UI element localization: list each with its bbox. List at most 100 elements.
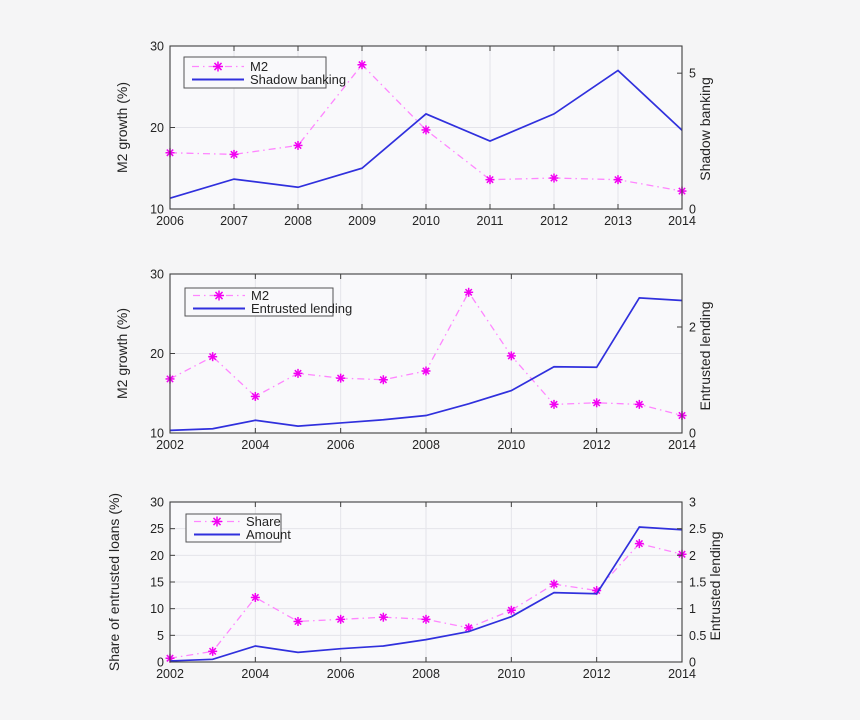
asterisk-marker — [506, 351, 516, 361]
y-right-tick-label: 0 — [689, 427, 696, 441]
asterisk-marker — [293, 140, 303, 150]
y-right-tick-label: 1.5 — [689, 576, 706, 590]
asterisk-marker — [378, 375, 388, 385]
asterisk-marker — [250, 592, 260, 602]
y-axis-label-left: M2 growth (%) — [114, 82, 130, 173]
y-right-tick-label: 0.5 — [689, 629, 706, 643]
asterisk-marker — [421, 614, 431, 624]
legend-box — [183, 56, 327, 89]
y-axis-label-right: Shadow banking — [697, 77, 713, 181]
entrusted-lending-line — [169, 296, 683, 432]
y-right-tick-label: 0 — [689, 203, 696, 217]
x-tick-label: 2013 — [604, 214, 632, 228]
y-right-tick-label: 5 — [689, 67, 696, 81]
y-right-tick-label: 2 — [689, 549, 696, 563]
asterisk-marker — [592, 398, 602, 408]
y-axis-label-left: M2 growth (%) — [114, 308, 130, 399]
asterisk-marker — [229, 149, 239, 159]
y-right-tick-label: 0 — [689, 656, 696, 670]
chart-panel-3: 2002 2004 2006 2008 2010 2012 2014051015202530… — [106, 493, 723, 681]
x-tick-label: 2012 — [583, 438, 611, 452]
legend-asterisk-marker — [212, 516, 222, 527]
x-tick-label: 2009 — [348, 214, 376, 228]
asterisk-marker — [250, 391, 260, 401]
x-tick-label: 2008 — [284, 214, 312, 228]
asterisk-marker — [464, 287, 474, 297]
axis-ticks: 2006 2007 2008 2009 2010 2011 2012 2013 2014 10 20… — [150, 40, 696, 229]
y-right-tick-label: 2.5 — [689, 522, 706, 536]
axis-ticks: 2002 2004 2006 2008 2010 2012 2014051015202530… — [150, 496, 706, 682]
asterisk-marker — [549, 173, 559, 183]
x-tick-label: 2012 — [540, 214, 568, 228]
y-left-tick-label: 10 — [150, 427, 164, 441]
x-tick-label: 2006 — [156, 214, 184, 228]
x-tick-label: 2010 — [497, 667, 525, 681]
legend-label-shadow-banking: Shadow banking — [250, 72, 346, 87]
x-tick-label: 2006 — [327, 667, 355, 681]
x-tick-label: 2010 — [497, 438, 525, 452]
x-tick-label: 2010 — [412, 214, 440, 228]
asterisk-marker — [634, 399, 644, 409]
legend-asterisk-marker — [214, 290, 224, 301]
asterisk-marker — [208, 352, 218, 362]
legend-label-m2: M2 — [251, 288, 269, 303]
x-tick-label: 2006 — [327, 438, 355, 452]
shadow-banking-line — [169, 69, 683, 199]
x-tick-label: 2004 — [241, 438, 269, 452]
y-right-tick-label: 2 — [689, 321, 696, 335]
m2-line — [169, 63, 683, 192]
y-left-tick-label: 10 — [150, 203, 164, 217]
chart-panel-1: 2006 2007 2008 2009 2010 2011 2012 2013 2014 10 20… — [114, 40, 713, 229]
legend-box — [184, 287, 334, 317]
chart-panel-2: 2002 2004 2006 2008 2010 2012 2014 10 20 30 0 2 M2 g… — [114, 268, 713, 453]
asterisk-marker — [506, 605, 516, 615]
y-left-tick-label: 30 — [150, 40, 164, 54]
asterisk-marker — [421, 366, 431, 376]
asterisk-marker — [293, 616, 303, 626]
x-tick-label: 2012 — [583, 667, 611, 681]
legend-asterisk-marker — [213, 61, 223, 72]
y-left-tick-label: 20 — [150, 121, 164, 135]
y-left-tick-label: 15 — [150, 576, 164, 590]
y-left-tick-label: 5 — [157, 629, 164, 643]
y-left-tick-label: 20 — [150, 347, 164, 361]
y-axis-label-right: Entrusted lending — [697, 302, 713, 411]
legend-label-amount: Amount — [246, 527, 291, 542]
y-left-tick-label: 30 — [150, 496, 164, 510]
legend-box — [185, 513, 282, 543]
asterisk-marker — [357, 60, 367, 70]
y-right-tick-label: 3 — [689, 496, 696, 510]
legend-label-m2: M2 — [250, 59, 268, 74]
x-tick-label: 2004 — [241, 667, 269, 681]
x-tick-label: 2008 — [412, 667, 440, 681]
asterisk-marker — [549, 579, 559, 589]
x-tick-label: 2014 — [668, 667, 696, 681]
asterisk-marker — [549, 399, 559, 409]
asterisk-marker — [421, 125, 431, 135]
asterisk-marker — [336, 614, 346, 624]
asterisk-marker — [485, 175, 495, 185]
y-left-tick-label: 10 — [150, 602, 164, 616]
x-tick-label: 2002 — [156, 667, 184, 681]
legend-label-entrusted-lending: Entrusted lending — [251, 301, 352, 316]
asterisk-marker — [336, 373, 346, 383]
asterisk-marker — [634, 539, 644, 549]
y-left-tick-label: 30 — [150, 268, 164, 282]
y-right-tick-label: 1 — [689, 602, 696, 616]
x-tick-label: 2008 — [412, 438, 440, 452]
asterisk-marker — [293, 368, 303, 378]
y-axis-label-left: Share of entrusted loans (%) — [106, 493, 122, 671]
m2-markers — [165, 287, 687, 421]
y-left-tick-label: 25 — [150, 522, 164, 536]
x-tick-label: 2014 — [668, 438, 696, 452]
x-tick-label: 2011 — [477, 214, 504, 228]
x-tick-label: 2007 — [220, 214, 248, 228]
x-tick-label: 2014 — [668, 214, 696, 228]
x-tick-label: 2002 — [156, 438, 184, 452]
amount-line — [169, 526, 683, 662]
